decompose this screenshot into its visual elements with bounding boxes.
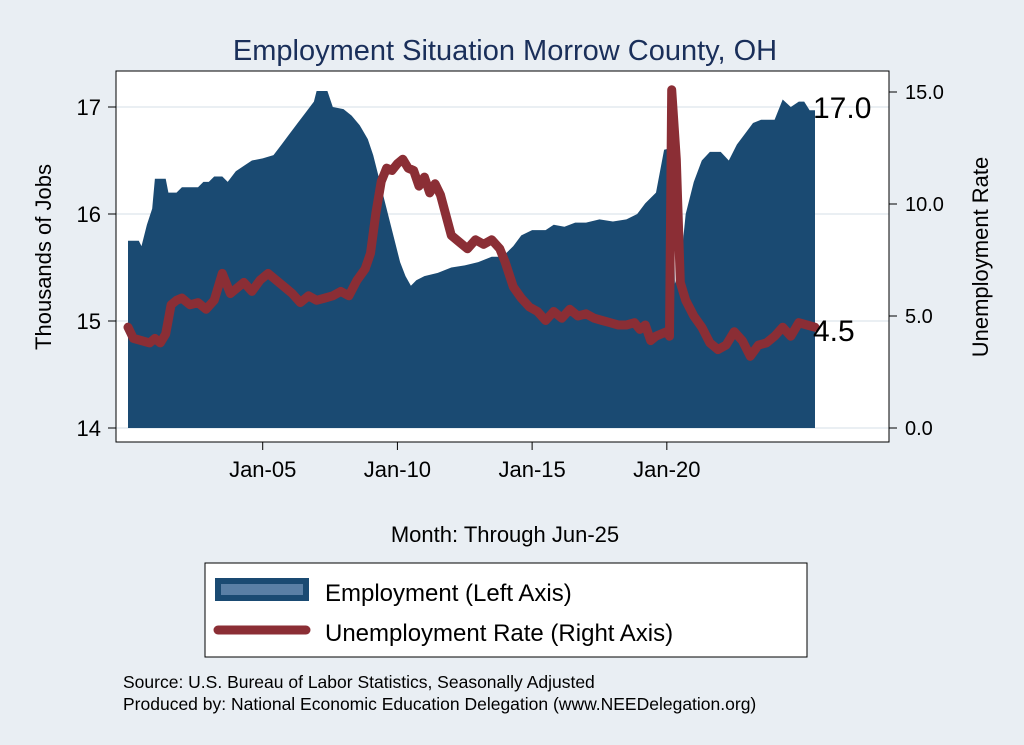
y-left-tick-label: 16 (77, 202, 101, 227)
y-axis-left-title: Thousands of Jobs (31, 164, 56, 350)
unemployment-end-label: 4.5 (813, 315, 855, 348)
x-tick-label: Jan-15 (498, 457, 565, 482)
y-right-tick-label: 15.0 (905, 82, 944, 104)
y-axis-right: 0.0 5.0 10.0 15.0 (888, 71, 944, 442)
chart-title: Employment Situation Morrow County, OH (233, 35, 777, 67)
legend-unemployment-label: Unemployment Rate (Right Axis) (325, 620, 673, 647)
legend: Employment (Left Axis) Unemployment Rate… (204, 562, 808, 658)
y-left-tick-label: 14 (77, 416, 101, 441)
y-axis-left: 14 15 16 17 (77, 71, 117, 442)
employment-area (128, 91, 815, 428)
produced-by-note: Produced by: National Economic Education… (123, 694, 756, 714)
y-axis-right-title: Unemployment Rate (968, 157, 993, 358)
x-tick-label: Jan-20 (633, 457, 700, 482)
legend-employment-label: Employment (Left Axis) (325, 580, 572, 607)
legend-employment-swatch-inner (221, 584, 303, 595)
x-axis-title: Month: Through Jun-25 (391, 522, 619, 547)
unemployment-line (123, 85, 820, 361)
x-tick-label: Jan-10 (364, 457, 431, 482)
y-right-tick-label: 10.0 (905, 194, 944, 216)
y-right-tick-label: 5.0 (905, 306, 933, 328)
y-left-tick-label: 15 (77, 309, 101, 334)
employment-end-label: 17.0 (813, 92, 871, 125)
source-note: Source: U.S. Bureau of Labor Statistics,… (123, 672, 595, 692)
y-right-tick-label: 0.0 (905, 418, 933, 440)
x-tick-label: Jan-05 (229, 457, 296, 482)
x-axis: Jan-05 Jan-10 Jan-15 Jan-20 (116, 441, 889, 482)
y-left-tick-label: 17 (77, 95, 101, 120)
